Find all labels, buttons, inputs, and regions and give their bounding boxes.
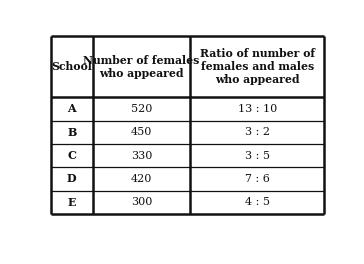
Text: C: C: [67, 150, 76, 161]
Text: Ratio of number of
females and males
who appeared: Ratio of number of females and males who…: [200, 48, 314, 85]
Text: B: B: [67, 127, 76, 138]
Text: 4 : 5: 4 : 5: [245, 197, 270, 207]
Text: 450: 450: [131, 127, 152, 137]
Text: 300: 300: [131, 197, 152, 207]
Bar: [51, 36, 324, 214]
Text: 420: 420: [131, 174, 152, 184]
Text: School: School: [51, 61, 92, 72]
Text: 7 : 6: 7 : 6: [245, 174, 270, 184]
Text: E: E: [68, 197, 76, 208]
Text: D: D: [67, 173, 76, 185]
Text: 3 : 2: 3 : 2: [245, 127, 270, 137]
Text: A: A: [67, 103, 76, 114]
Text: 520: 520: [131, 104, 152, 114]
Text: 13 : 10: 13 : 10: [238, 104, 277, 114]
Text: 3 : 5: 3 : 5: [245, 150, 270, 161]
Text: 330: 330: [131, 150, 152, 161]
Text: Number of females
who appeared: Number of females who appeared: [83, 55, 200, 79]
